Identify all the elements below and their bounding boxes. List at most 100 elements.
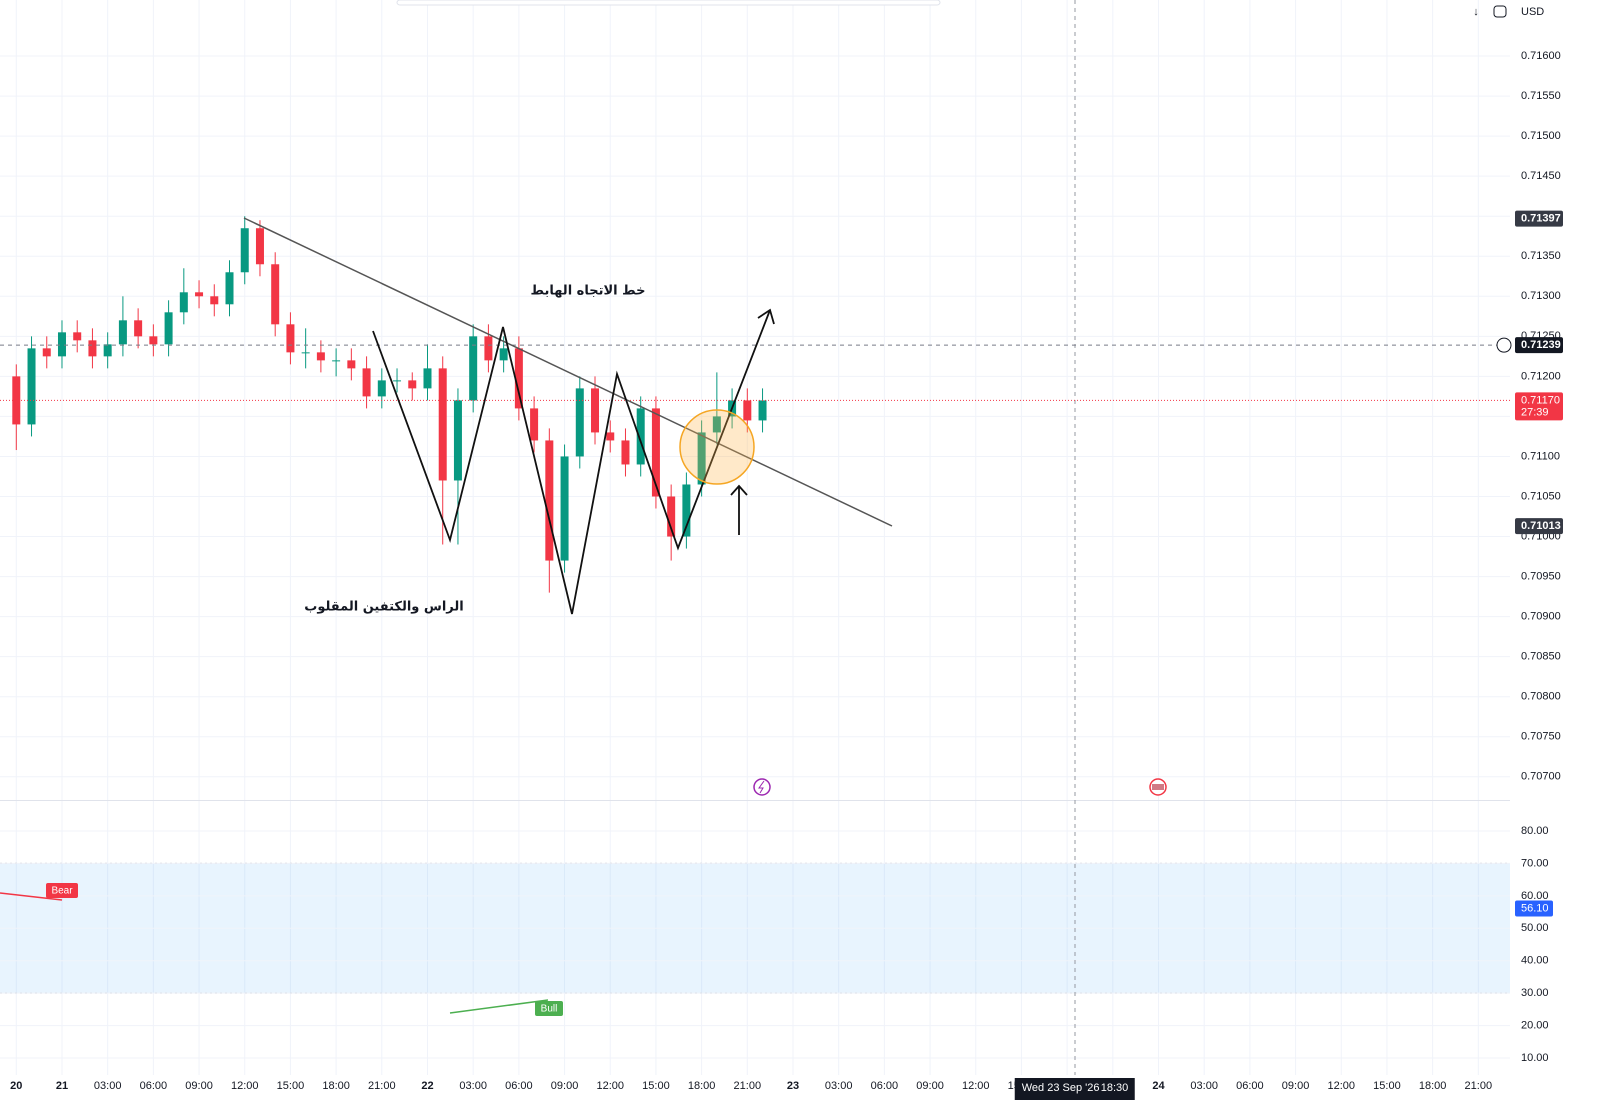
candle-body <box>621 440 630 465</box>
candle-body <box>423 368 432 389</box>
candle-body <box>73 332 82 341</box>
candle-body <box>484 336 493 361</box>
y-tick-label: 0.70900 <box>1521 611 1561 623</box>
x-tick-label: 21:00 <box>1465 1080 1493 1092</box>
candle-body <box>149 336 158 345</box>
x-tick-label: 24 <box>1152 1080 1165 1092</box>
candle-body <box>27 348 36 425</box>
toggle-icon[interactable] <box>1493 5 1507 18</box>
candle-body <box>530 408 539 441</box>
bull-label: Bull <box>541 1004 558 1015</box>
x-tick-label: 09:00 <box>551 1080 579 1092</box>
annotation: الراس والكتفين المقلوب <box>304 600 463 615</box>
candle-body <box>408 380 417 389</box>
crosshair-date: Wed 23 Sep '26 <box>1022 1082 1100 1094</box>
price-level-box <box>1515 337 1563 354</box>
candle-body <box>332 360 341 362</box>
candle-body <box>697 432 706 485</box>
last-price-box <box>1515 392 1563 421</box>
x-tick-label: 03:00 <box>825 1080 853 1092</box>
y-tick-label: 0.70700 <box>1521 771 1561 783</box>
candle-body <box>210 296 219 305</box>
up-arrow-head <box>730 484 748 496</box>
y-tick-label: 0.71550 <box>1521 90 1561 102</box>
plus-icon <box>1496 337 1512 353</box>
x-tick-label: 23 <box>787 1080 799 1092</box>
trend-line <box>243 217 893 527</box>
x-tick-label: 18:00 <box>322 1080 350 1092</box>
y-tick-label: 0.70850 <box>1521 651 1561 663</box>
candle-body <box>225 272 234 305</box>
x-tick-label: 06:00 <box>1236 1080 1264 1092</box>
event-bolt <box>758 780 765 794</box>
y-tick-label: 70.00 <box>1521 857 1549 869</box>
price-level-label: 0.71013 <box>1521 520 1561 532</box>
candle-body <box>57 332 66 357</box>
candle-body <box>667 496 676 537</box>
candle-body <box>606 432 615 441</box>
x-tick-label: 03:00 <box>459 1080 487 1092</box>
crosshair-time: 18:30 <box>1101 1082 1129 1094</box>
y-tick-label: 0.71300 <box>1521 290 1561 302</box>
x-tick-label: 12:00 <box>596 1080 624 1092</box>
x-tick-label: 15:00 <box>1373 1080 1401 1092</box>
last-price-label: 0.71170 <box>1521 394 1560 406</box>
x-tick-label: 12:00 <box>962 1080 990 1092</box>
candle-body <box>134 320 143 337</box>
y-tick-label: 10.00 <box>1521 1052 1549 1064</box>
last-value-label: 56.10 <box>1521 902 1549 914</box>
candle-body <box>164 312 173 345</box>
pane-separator <box>0 800 1510 801</box>
price-level-box <box>1515 518 1563 535</box>
time-axis <box>0 1075 1600 1113</box>
y-tick-label: 0.71200 <box>1521 370 1561 382</box>
candle-body <box>575 388 584 457</box>
y-tick-label: 0.71600 <box>1521 50 1561 62</box>
x-tick-label: 09:00 <box>185 1080 213 1092</box>
y-tick-label: 0.71100 <box>1521 450 1560 462</box>
candle-body <box>712 416 721 433</box>
candle-body <box>179 292 188 313</box>
y-tick-label: 0.71450 <box>1521 170 1561 182</box>
candle-body <box>316 352 325 361</box>
price-level-label: 0.71397 <box>1521 213 1561 225</box>
candle-body <box>591 388 600 433</box>
bear-divergence <box>0 892 63 901</box>
x-tick-label: 18:00 <box>1419 1080 1447 1092</box>
candle-body <box>393 380 402 382</box>
y-tick-label: 20.00 <box>1521 1019 1549 1031</box>
candle-body <box>255 228 264 265</box>
x-tick-label: 15:00 <box>642 1080 670 1092</box>
flag-stripes <box>1152 784 1164 790</box>
x-tick-label: 21 <box>56 1080 68 1092</box>
x-tick-label: 06:00 <box>140 1080 168 1092</box>
candle-body <box>636 408 645 465</box>
candle-body <box>12 376 21 425</box>
candle-body <box>42 348 51 357</box>
x-tick-label: 03:00 <box>1190 1080 1218 1092</box>
x-tick-label: 06:00 <box>871 1080 899 1092</box>
x-tick-label: 21:00 <box>734 1080 762 1092</box>
y-tick-label: 30.00 <box>1521 987 1549 999</box>
y-tick-label: 80.00 <box>1521 825 1549 837</box>
bear-label: Bear <box>51 886 73 897</box>
candle-body <box>438 368 447 481</box>
currency[interactable]: USD <box>1521 6 1544 18</box>
y-tick-label: 0.70950 <box>1521 570 1561 582</box>
y-tick-label: 40.00 <box>1521 955 1549 967</box>
bear-label-bg <box>46 883 78 898</box>
download-icon[interactable]: ↓ <box>1473 6 1479 18</box>
bull-label-bg <box>535 1001 563 1016</box>
highlight-circle <box>679 409 755 485</box>
event-icon[interactable] <box>753 778 771 796</box>
y-tick-label: 0.70750 <box>1521 731 1561 743</box>
candle-body <box>118 320 127 345</box>
y-tick-label: 0.71050 <box>1521 490 1561 502</box>
x-tick-label: 15:00 <box>277 1080 305 1092</box>
candle-body <box>362 368 371 397</box>
marks <box>0 216 1510 593</box>
drawings <box>0 217 893 1014</box>
candle-body <box>743 400 752 421</box>
candle-body <box>651 408 660 497</box>
